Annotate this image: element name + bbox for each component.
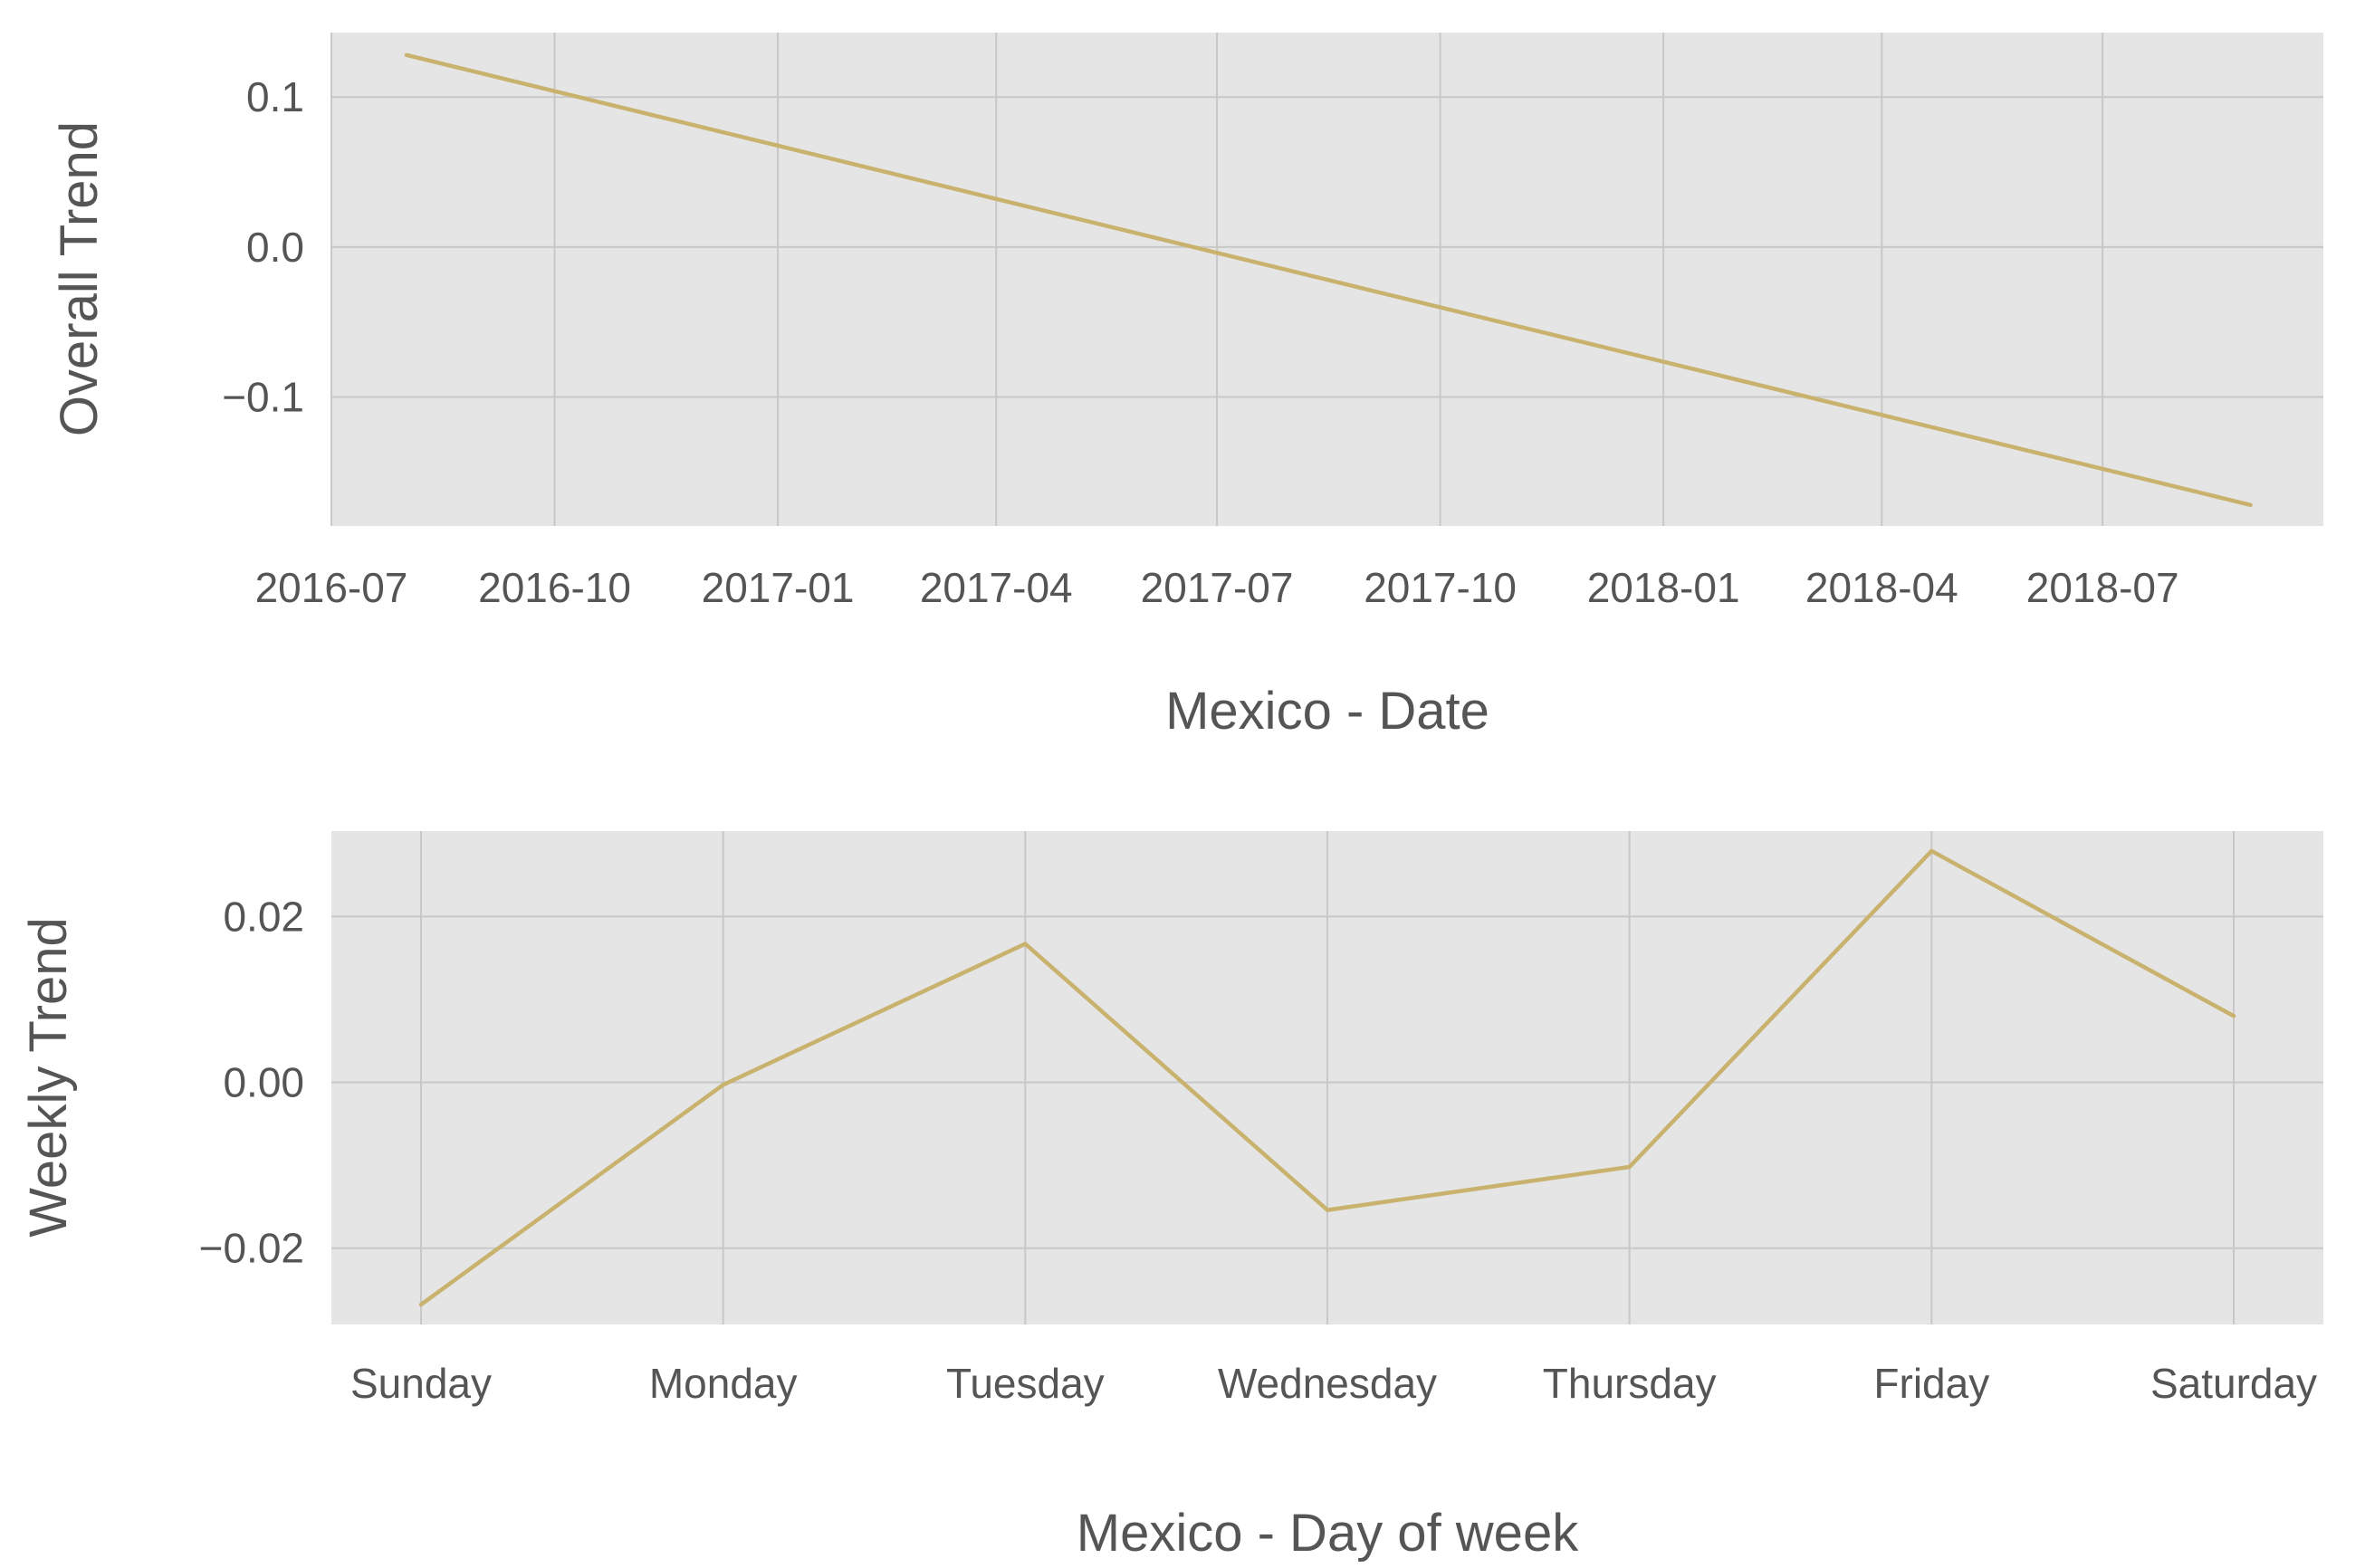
weekly-trend-y-tick-label: 0.00: [223, 1059, 304, 1106]
weekly-trend-x-tick-label: Friday: [1873, 1360, 1989, 1407]
overall-trend-y-tick-label: 0.0: [246, 224, 304, 271]
weekly-trend-x-tick-label: Thursday: [1543, 1360, 1717, 1407]
overall-trend-y-tick-label: −0.1: [222, 374, 304, 421]
weekly-trend-x-tick-label: Wednesday: [1218, 1360, 1437, 1407]
weekly-trend-x-tick-label: Saturday: [2150, 1360, 2317, 1407]
overall-trend-line: [404, 53, 2253, 508]
overall-trend-x-tick-label: 2017-10: [1364, 564, 1517, 611]
overall-trend-chart: 2016-07 2016-10 2017-01 2017-04 2017-07 2017-…: [50, 33, 2323, 741]
weekly-trend-y-tick-label: −0.02: [199, 1225, 304, 1272]
overall-trend-x-tick-labels: 2016-07 2016-10 2017-01 2017-04 2017-07 2017-…: [255, 564, 2179, 611]
overall-trend-x-tick-label: 2016-10: [478, 564, 631, 611]
overall-trend-y-gridlines: [331, 96, 2323, 398]
weekly-trend-x-gridlines: [420, 831, 2235, 1324]
weekly-trend-x-axis-label: Mexico - Day of week: [1077, 1504, 1579, 1563]
weekly-trend-line: [418, 848, 2236, 1307]
overall-trend-x-tick-label: 2017-01: [702, 564, 855, 611]
overall-trend-x-tick-label: 2018-07: [2026, 564, 2179, 611]
overall-trend-x-tick-label: 2018-04: [1805, 564, 1958, 611]
overall-trend-x-axis-label: Mexico - Date: [1165, 682, 1489, 741]
weekly-trend-y-tick-label: 0.02: [223, 893, 304, 940]
weekly-trend-y-gridlines: [331, 915, 2323, 1249]
overall-trend-y-tick-labels: 0.1 0.0 −0.1: [222, 73, 304, 420]
overall-trend-series: [404, 53, 2253, 508]
overall-trend-x-tick-label: 2017-04: [920, 564, 1073, 611]
weekly-trend-x-tick-label: Sunday: [350, 1360, 492, 1407]
weekly-trend-chart: Sunday Monday Tuesday Wednesday Thursday Frid…: [19, 831, 2323, 1563]
overall-trend-x-tick-label: 2017-07: [1141, 564, 1294, 611]
weekly-trend-x-tick-label: Monday: [649, 1360, 798, 1407]
weekly-trend-y-axis-label: Weekly Trend: [19, 917, 78, 1238]
weekly-trend-series: [418, 848, 2236, 1307]
weekly-trend-x-tick-label: Tuesday: [946, 1360, 1105, 1407]
overall-trend-x-tick-label: 2018-01: [1587, 564, 1740, 611]
overall-trend-y-axis-label: Overall Trend: [50, 121, 109, 436]
weekly-trend-y-tick-labels: 0.02 0.00 −0.02: [199, 893, 304, 1271]
overall-trend-x-gridlines: [330, 33, 2104, 526]
weekly-trend-x-tick-labels: Sunday Monday Tuesday Wednesday Thursday Frid…: [350, 1360, 2317, 1407]
overall-trend-x-tick-label: 2016-07: [255, 564, 408, 611]
overall-trend-y-tick-label: 0.1: [246, 73, 304, 120]
